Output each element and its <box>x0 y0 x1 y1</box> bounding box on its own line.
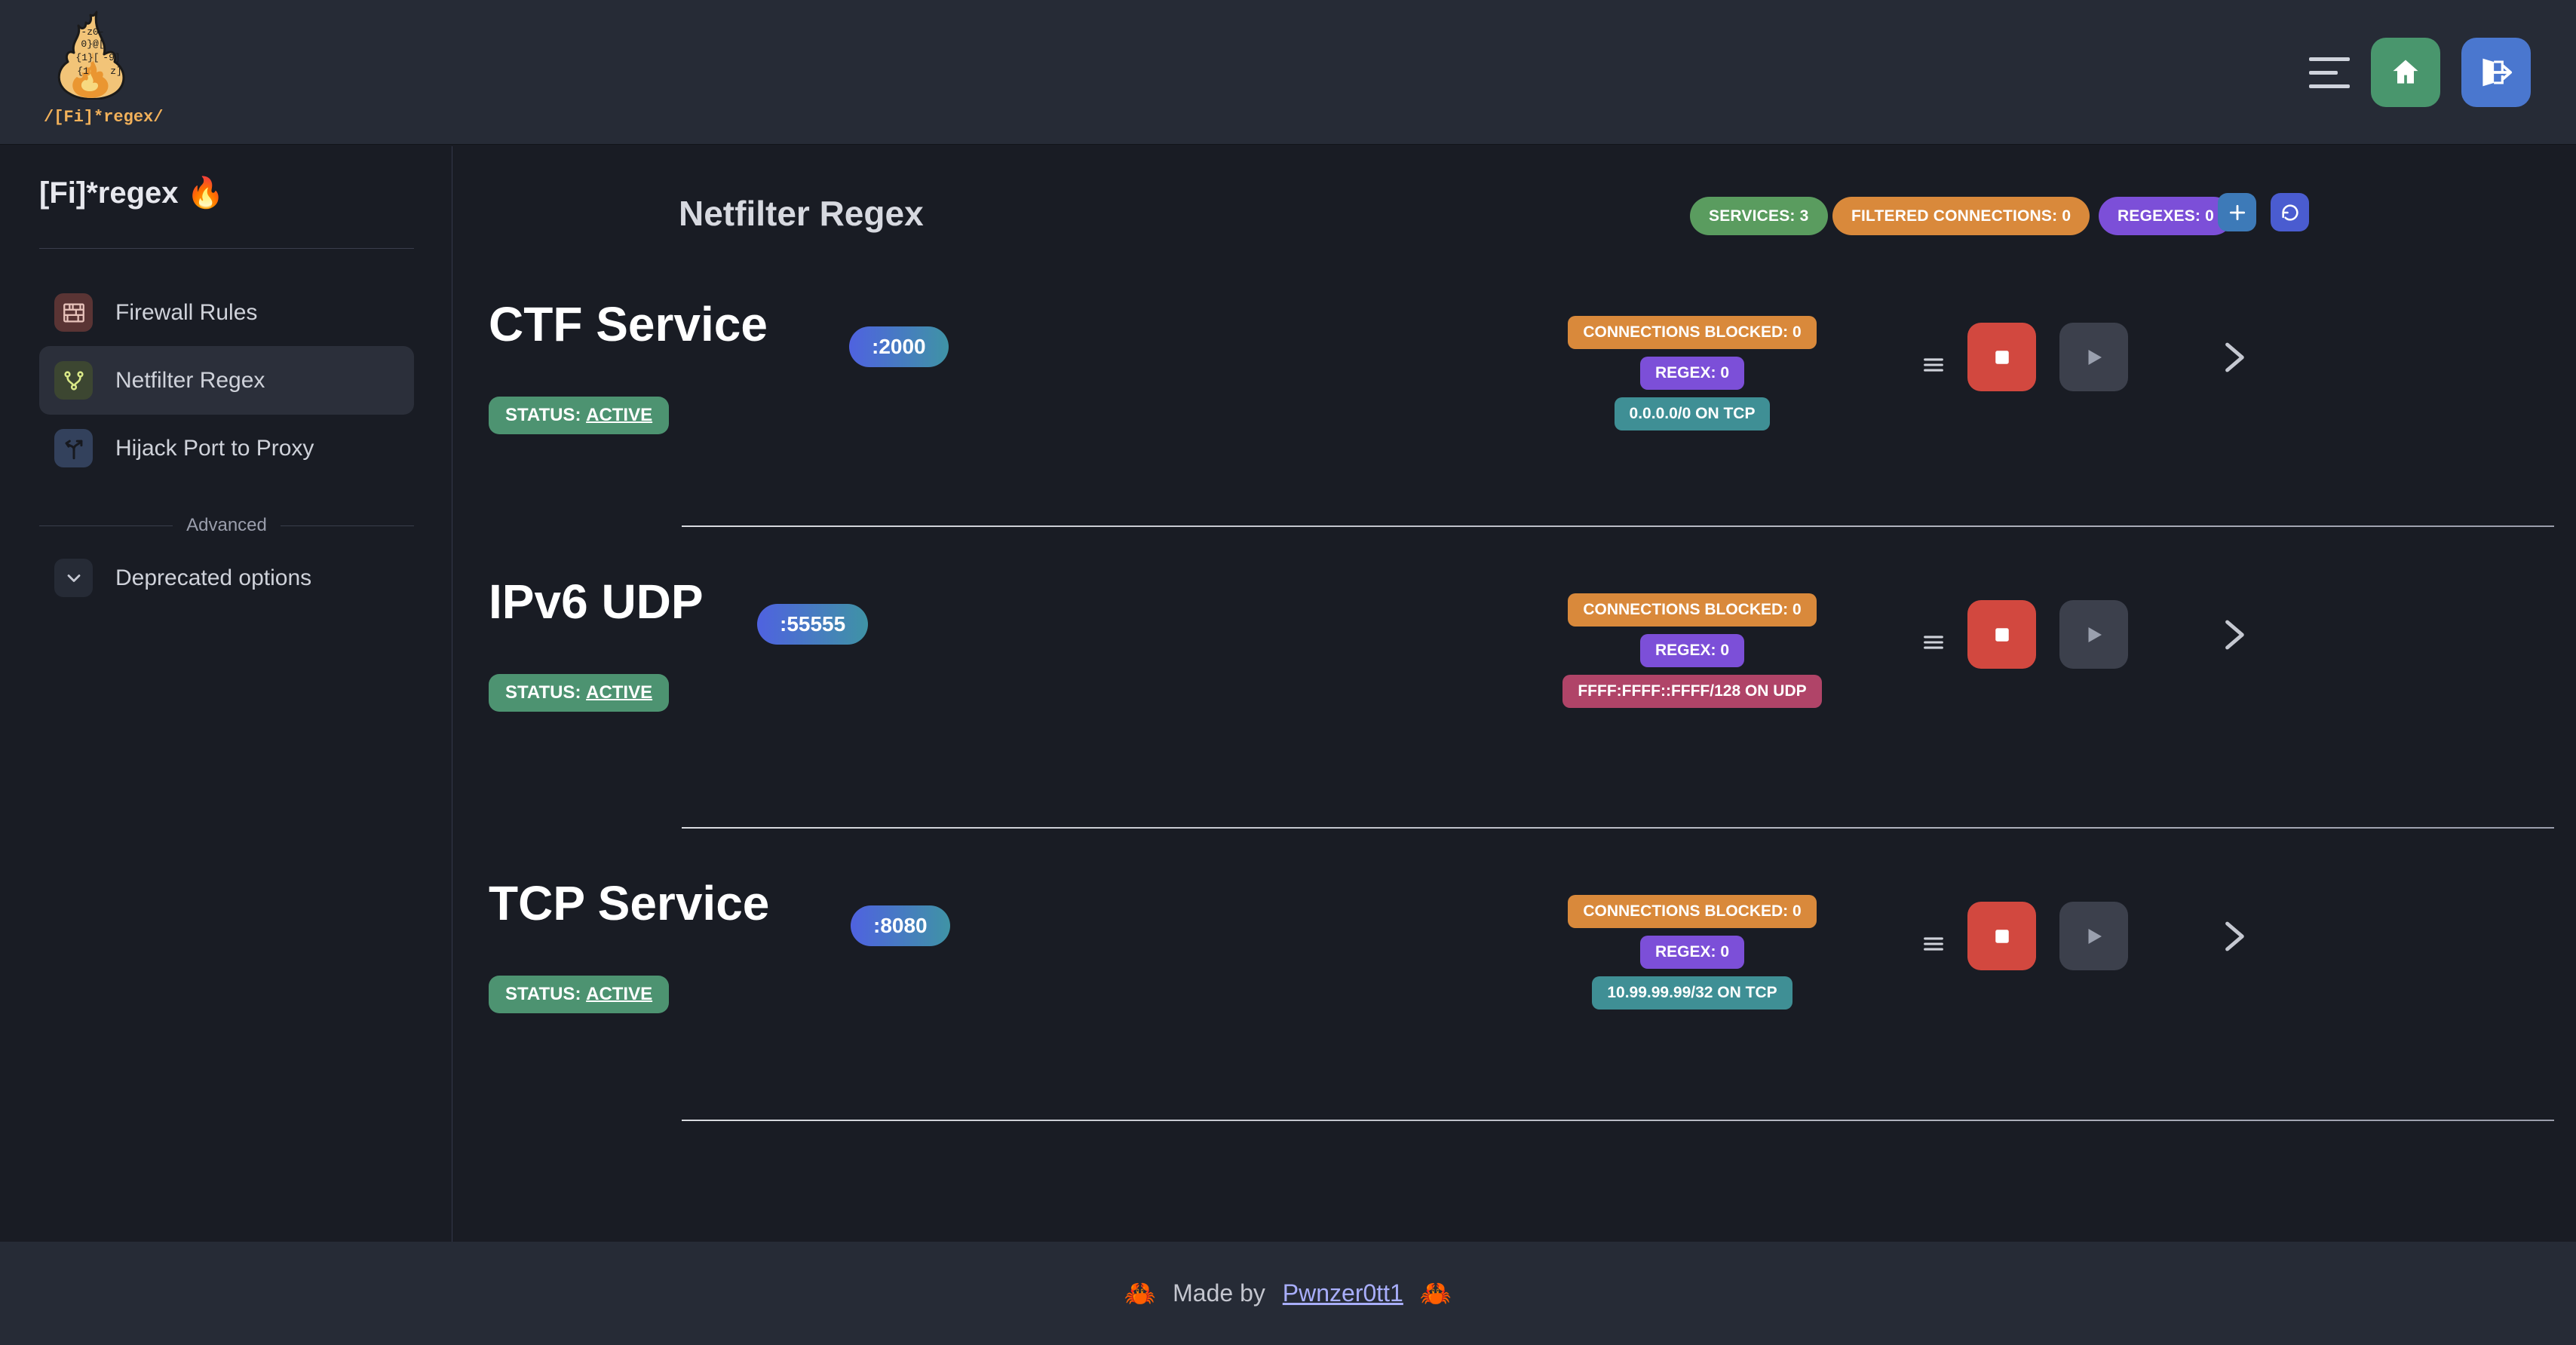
svg-text:{1}[: {1}[ <box>75 52 99 63</box>
svg-text:z]: z] <box>110 66 122 77</box>
svg-text:-z0-: -z0- <box>81 26 104 38</box>
svg-text:-9]: -9] <box>103 52 120 63</box>
svg-text:0}@[: 0}@[ <box>81 38 104 50</box>
svg-text:{1: {1 <box>77 66 89 77</box>
